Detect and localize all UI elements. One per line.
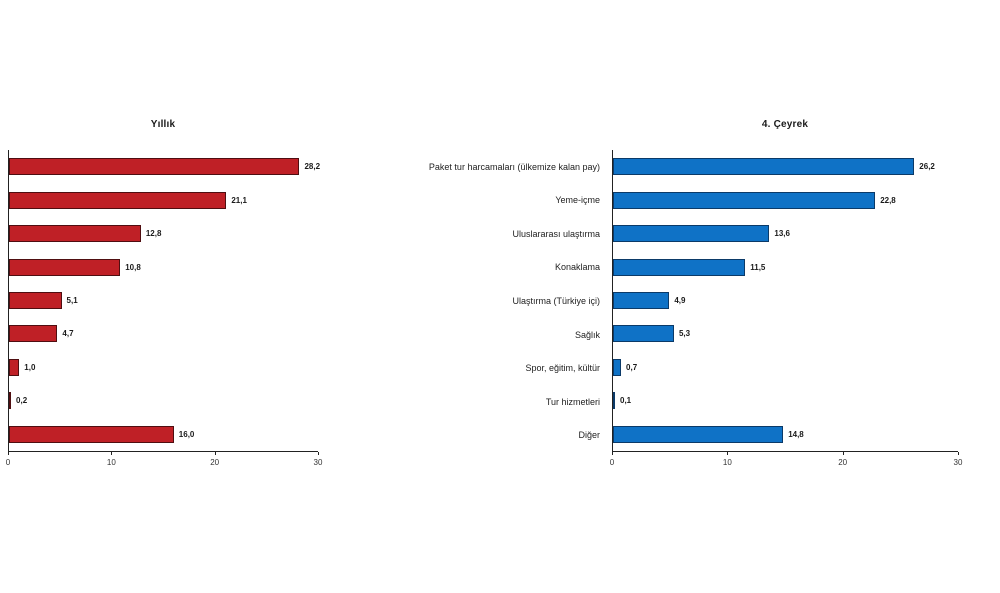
bar-row: 1,0 — [9, 351, 318, 384]
bar-row: 14,8 — [613, 418, 958, 451]
bar — [613, 392, 615, 410]
bar-row: 0,1 — [613, 384, 958, 417]
category-label: Sağlık — [574, 329, 600, 340]
bar-value-label: 10,8 — [125, 262, 141, 272]
bar — [9, 358, 20, 376]
bar-row: 21,1 — [9, 183, 318, 216]
x-axis-tick-label: 20 — [210, 458, 220, 467]
bar-row: 22,8 — [613, 183, 958, 216]
x-axis-tick-mark — [111, 452, 113, 455]
category-label: Yeme-içme — [555, 195, 600, 206]
x-axis-tick-label: 0 — [609, 458, 615, 467]
bar — [613, 258, 746, 276]
x-axis-tick-mark — [727, 452, 729, 455]
x-axis-tick-label: 30 — [953, 458, 963, 467]
bar — [9, 191, 227, 209]
x-axis-tick-label: 20 — [838, 458, 848, 467]
left-chart-title: Yıllık — [150, 119, 176, 130]
x-axis-tick-label: 10 — [106, 458, 116, 467]
bar — [9, 392, 12, 410]
x-axis-tick-mark — [318, 452, 319, 455]
bar — [9, 425, 174, 443]
bar-row: 26,2 — [613, 150, 958, 183]
bar — [613, 158, 915, 176]
bar-row: 5,3 — [613, 317, 958, 350]
bar-row: 11,5 — [613, 250, 958, 283]
x-axis-tick-mark — [958, 452, 959, 455]
bar-value-label: 26,2 — [919, 162, 935, 172]
bar-value-label: 22,8 — [880, 195, 896, 205]
bar-row: 5,1 — [9, 284, 318, 317]
bar — [613, 291, 670, 309]
bar — [613, 425, 784, 443]
bar-row: 16,0 — [9, 418, 318, 451]
bar-value-label: 4,7 — [62, 329, 74, 339]
bar — [9, 258, 121, 276]
category-label: Ulaştırma (Türkiye içi) — [512, 296, 600, 307]
category-label: Spor, eğitim, kültür — [525, 363, 600, 374]
bar-value-label: 4,9 — [674, 295, 686, 305]
bar-value-label: 5,1 — [66, 295, 78, 305]
bar-value-label: 14,8 — [788, 429, 804, 439]
bar-value-label: 28,2 — [304, 162, 321, 172]
bar-row: 12,8 — [9, 217, 318, 250]
x-axis-tick-label: 10 — [722, 458, 732, 467]
bar-value-label: 0,2 — [16, 396, 28, 406]
bar-value-label: 21,1 — [231, 195, 247, 205]
category-label: Uluslararası ulaştırma — [512, 228, 600, 239]
bar-value-label: 0,1 — [620, 396, 632, 406]
bar — [613, 358, 622, 376]
bar-value-label: 5,3 — [678, 329, 691, 339]
bar-row: 4,7 — [9, 317, 318, 350]
bar-row: 0,2 — [9, 384, 318, 417]
right-chart-title: 4. Çeyrek — [761, 119, 809, 130]
bar — [9, 225, 141, 243]
bar-value-label: 12,8 — [145, 229, 162, 239]
bar-row: 0,7 — [613, 351, 958, 384]
x-axis-tick-mark — [612, 452, 613, 455]
bar-row: 28,2 — [9, 150, 321, 183]
x-axis-tick-mark — [842, 452, 844, 455]
bar-value-label: 13,6 — [774, 229, 790, 239]
category-labels-column: Paket tur harcamaları (ülkemize kalan pa… — [330, 150, 606, 452]
bar-value-label: 1,0 — [24, 362, 36, 372]
x-axis-tick-label: 30 — [313, 458, 323, 467]
bar-value-label: 0,7 — [626, 362, 638, 372]
category-label: Diğer — [578, 430, 600, 441]
bar-value-label: 11,5 — [750, 262, 766, 272]
bar — [613, 325, 674, 343]
bar — [9, 158, 300, 176]
right-chart-x-axis: 0 10 20 30 — [609, 452, 962, 474]
category-label: Konaklama — [554, 262, 600, 273]
bar-row: 13,6 — [613, 217, 958, 250]
bar — [9, 291, 62, 309]
left-chart-plot-area: 28,2 21,1 12,8 10,8 5,1 4,7 1,0 0,2 16,0 — [8, 150, 321, 452]
x-axis-tick-mark — [214, 452, 216, 455]
category-label: Tur hizmetleri — [545, 396, 600, 407]
right-chart-plot-area: 26,2 22,8 13,6 11,5 4,9 5,3 0,7 0,1 14,8 — [612, 150, 958, 452]
bar-row: 4,9 — [613, 284, 958, 317]
bar — [613, 225, 770, 243]
left-chart-x-axis: 0 10 20 30 — [5, 452, 322, 474]
category-label: Paket tur harcamaları (ülkemize kalan pa… — [428, 161, 600, 172]
x-axis-tick-label: 0 — [5, 458, 11, 467]
bar-row: 10,8 — [9, 250, 318, 283]
x-axis-tick-mark — [8, 452, 9, 455]
bar-value-label: 16,0 — [178, 429, 195, 439]
bar — [9, 325, 58, 343]
bar — [613, 191, 876, 209]
